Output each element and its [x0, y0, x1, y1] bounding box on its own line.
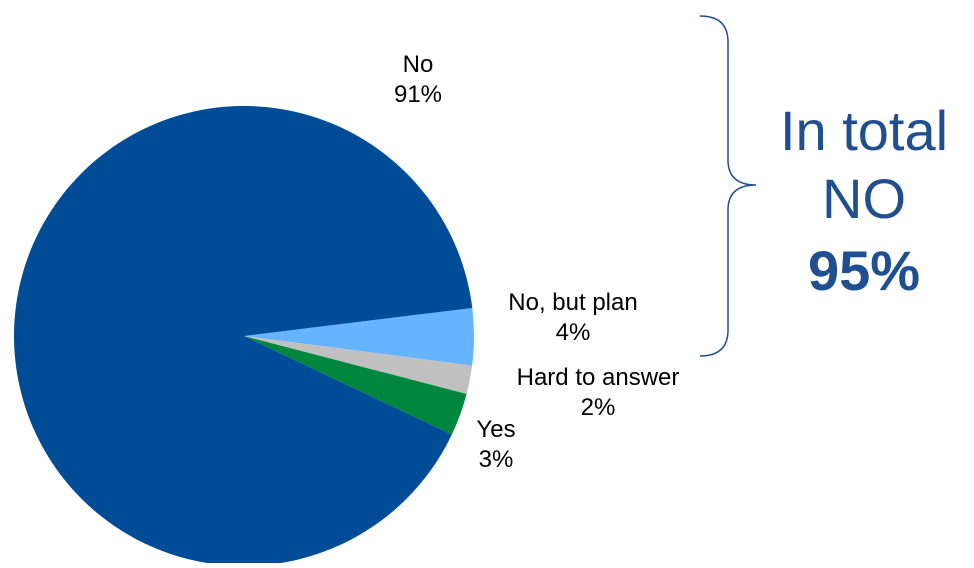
pie-slice-no-but-plan: [244, 307, 474, 366]
slice-value-no: 91%: [394, 81, 442, 108]
callout-line-no: NO: [822, 167, 906, 230]
pie-slices: [13, 106, 474, 567]
slice-label-hard-to-answer: Hard to answer: [517, 364, 680, 391]
slice-label-no: No: [403, 51, 434, 78]
slice-value-no-but-plan: 4%: [556, 319, 591, 346]
curly-brace: [699, 15, 757, 357]
slice-value-yes: 3%: [479, 446, 514, 473]
pie-slice-yes: [244, 336, 467, 435]
slice-value-hard-to-answer: 2%: [581, 394, 616, 421]
total-callout: In total NO 95%: [780, 99, 948, 302]
callout-line-percent: 95%: [808, 239, 920, 302]
slice-label-yes: Yes: [476, 416, 515, 443]
pie-slice-hard-to-answer: [244, 336, 473, 394]
pie-slice-no: [13, 106, 473, 567]
callout-line-in-total: In total: [780, 99, 948, 162]
slice-labels: No 91% No, but plan 4% Hard to answer 2% Yes 3%: [394, 51, 679, 473]
slice-label-no-but-plan: No, but plan: [508, 289, 637, 316]
